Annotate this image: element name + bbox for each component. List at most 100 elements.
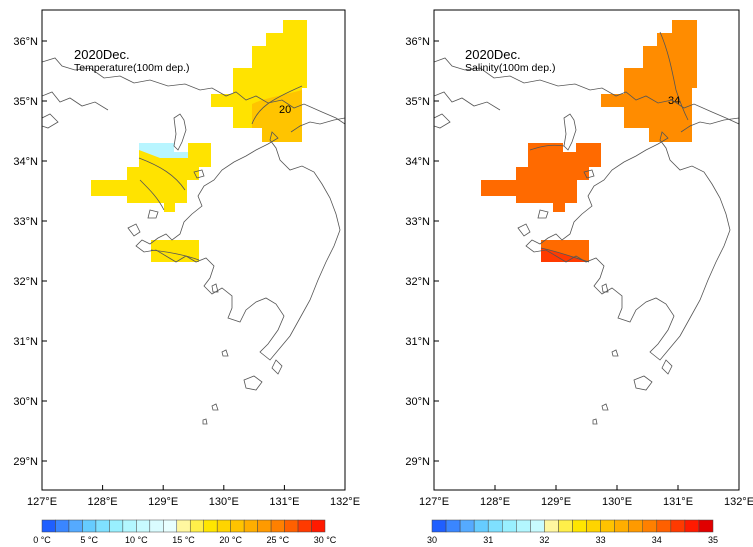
lat-label: 33°N [405,216,430,228]
colorbar-swatch [614,519,629,533]
colorbar-swatch [203,519,218,533]
lat-label: 33°N [13,216,38,228]
salinity-map-area: 34 [434,20,739,425]
colorbar-swatch [516,519,531,533]
lon-label: 130°E [602,496,632,508]
colorbar-swatch [558,519,573,533]
colorbar-label: 25 °C [267,535,290,545]
colorbar-label: 30 [427,535,437,545]
salinity-lon-axis: 127°E 128°E 129°E 130°E 131°E 132°E [419,485,753,508]
colorbar-swatch [572,519,587,533]
salinity-title: 2020Dec. [465,47,521,62]
lat-label: 36°N [13,36,38,48]
colorbar-swatch [243,519,258,533]
colorbar-swatch [656,519,672,533]
colorbar-swatch [284,519,299,533]
lat-label: 32°N [405,276,430,288]
colorbar-swatch [163,519,178,533]
temperature-contours [138,85,303,261]
salinity-panel: 34 36°N 35°N 34°N 33°N 32°N 31°N 30°N 29°N [405,9,753,545]
colorbar-label: 33 [596,535,606,545]
colorbar-label: 5 °C [80,535,98,545]
colorbar-swatch [586,519,601,533]
lat-label: 36°N [405,36,430,48]
lat-label: 34°N [405,156,430,168]
lon-label: 129°E [148,496,178,508]
temperature-warm-area [252,90,302,142]
colorbar-swatch [122,519,137,533]
temperature-map-area: 20 [42,20,345,425]
lon-label: 127°E [27,496,57,508]
colorbar-label: 10 °C [125,535,148,545]
colorbar-label: 15 °C [172,535,195,545]
colorbar-swatch [136,519,151,533]
colorbar-swatch [670,519,686,533]
temperature-panel: 20 36°N35°N34°N33°N32°N31°N30 [13,9,360,545]
temperature-lon-axis: 127°E 128°E 129°E 130°E 131°E 132°E [27,485,360,508]
salinity-subtitle: Salinity(100m dep.) [465,62,555,74]
colorbar-swatch [216,519,231,533]
coastline [42,57,345,425]
colorbar-label: 32 [539,535,549,545]
colorbar-swatch [544,519,559,533]
colorbar-swatch [270,519,285,533]
temperature-colorbar: 0 °C 5 °C 10 °C 15 °C 20 °C 25 °C 30 °C [33,519,337,545]
colorbar-swatch [189,519,204,533]
lon-label: 128°E [88,496,118,508]
salinity-colorbar: 30 31 32 33 34 35 [427,519,718,545]
colorbar-swatch [68,519,83,533]
colorbar-swatch [600,519,615,533]
colorbar-swatch [502,519,517,533]
lon-label: 131°E [663,496,693,508]
colorbar-swatch [445,519,461,533]
lat-label: 35°N [13,96,38,108]
colorbar-label: 35 [708,535,718,545]
colorbar-swatch [82,519,97,533]
colorbar-swatch [41,519,56,533]
lon-label: 127°E [419,496,449,508]
temperature-frame [41,9,346,491]
lat-label: 35°N [405,96,430,108]
colorbar-label: 34 [652,535,662,545]
colorbar-label: 20 °C [219,535,242,545]
salinity-contours [529,31,689,263]
colorbar-swatch [459,519,475,533]
lon-label: 132°E [330,496,360,508]
lat-label: 31°N [13,336,38,348]
lon-label: 128°E [480,496,510,508]
colorbar-label: 31 [483,535,493,545]
colorbar-swatch [487,519,503,533]
lat-label: 29°N [13,456,38,468]
colorbar-swatch [149,519,164,533]
temperature-contour-label: 20 [279,104,291,116]
temperature-lat-axis: 36°N 35°N 34°N 33°N 32°N 31°N 30°N 29°N [13,36,47,468]
colorbar-swatch [230,519,245,533]
salinity-lat-axis: 36°N 35°N 34°N 33°N 32°N 31°N 30°N 29°N [405,36,439,468]
lat-label: 30°N [13,396,38,408]
lon-label: 132°E [724,496,753,508]
lat-label: 32°N [13,276,38,288]
colorbar-swatch [698,519,714,533]
colorbar-label: 30 °C [314,535,337,545]
colorbar-swatch [95,519,110,533]
lat-label: 34°N [13,156,38,168]
salinity-frame [433,9,740,491]
lon-label: 130°E [209,496,239,508]
colorbar-swatch [55,519,70,533]
temperature-title: 2020Dec. [74,47,130,62]
temperature-cool-area [139,143,188,158]
lat-label: 30°N [405,396,430,408]
lon-label: 131°E [269,496,299,508]
colorbar-swatch [642,519,658,533]
colorbar-swatch [257,519,272,533]
colorbar-swatch [473,519,489,533]
colorbar-swatch [297,519,312,533]
lon-label: 129°E [541,496,571,508]
colorbar-swatch [109,519,124,533]
temperature-subtitle: Temperature(100m dep.) [74,62,190,74]
colorbar-swatch [530,519,545,533]
colorbar-swatch [431,519,447,533]
lat-label: 31°N [405,336,430,348]
lat-label: 29°N [405,456,430,468]
